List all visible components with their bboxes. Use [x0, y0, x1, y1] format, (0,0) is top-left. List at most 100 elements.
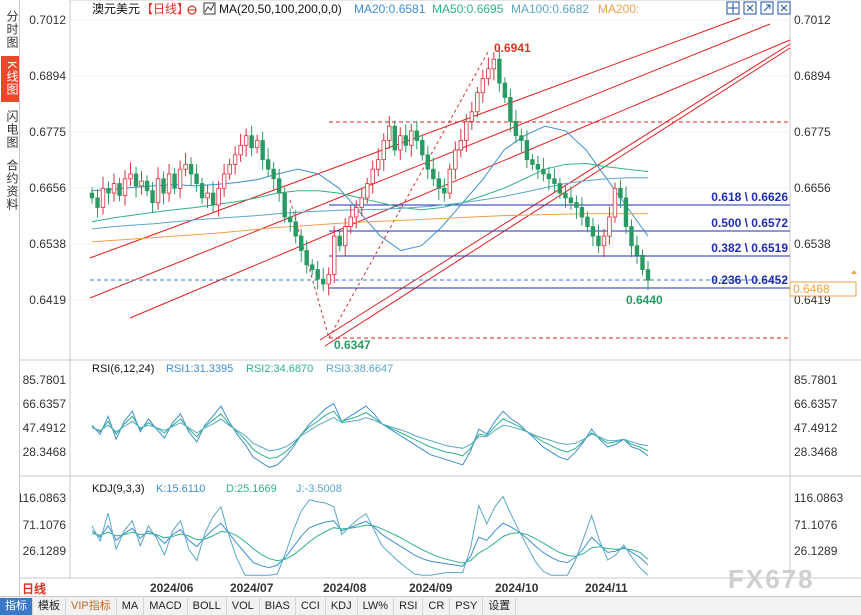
sidebar-tab-flash[interactable]: 闪电图 [5, 109, 19, 149]
toolbar-button-ma[interactable]: MA [117, 597, 145, 615]
toolbar-button-bias[interactable]: BIAS [260, 597, 296, 615]
ma20-value: MA20:0.6581 [354, 2, 426, 16]
toolbar-button-cci[interactable]: CCI [296, 597, 326, 615]
ma-toggle-icon[interactable] [203, 2, 216, 15]
chart-header: 澳元美元 【日线】 MA(20,50,100,200,0,0) MA20:0.6… [92, 1, 791, 16]
kdj-lines-series-1 [91, 524, 649, 564]
kdj-lines [91, 495, 649, 576]
candle-body [276, 178, 282, 194]
candle-body [381, 140, 386, 161]
rsi-lines-series-0 [91, 402, 649, 468]
settings-icon[interactable] [187, 5, 197, 15]
candle-body [403, 135, 408, 146]
candle-body [623, 197, 629, 227]
candle-body [249, 135, 254, 149]
candle-body [447, 168, 453, 194]
candle-body [387, 125, 392, 141]
candle-body [541, 168, 546, 175]
candle-body [243, 135, 249, 146]
ma50-value: MA50:0.6695 [432, 2, 504, 16]
ma-line-ma200 [91, 213, 648, 243]
candle-body [398, 135, 403, 151]
last-price-tag: 0.6468 [789, 270, 857, 297]
y-tick-left: 0.6775 [29, 125, 66, 139]
sidebar-tab-kline[interactable]: K线图 [1, 56, 19, 102]
candle-body [265, 159, 271, 170]
toolbar-button-lw-[interactable]: LW% [358, 597, 395, 615]
candle-body [122, 178, 128, 196]
toolbar-button-vip-[interactable]: VIP指标 [66, 597, 117, 615]
rsi-tick: 66.6357 [23, 397, 67, 411]
candle-body [166, 173, 172, 194]
rsi-tick-right: 28.3468 [794, 445, 838, 459]
toolbar-button-cr[interactable]: CR [423, 597, 451, 615]
toolbar-button-kdj[interactable]: KDJ [326, 597, 358, 615]
crosshair-icon[interactable] [726, 1, 740, 15]
kdj-tick: 71.1076 [23, 518, 67, 532]
candle-body [590, 226, 596, 237]
candle-body [365, 183, 370, 199]
x-tick: 2024/08 [323, 581, 367, 595]
candle-body [557, 183, 563, 194]
toolbar-button--[interactable]: 设置 [483, 597, 517, 615]
ma-line-ma50 [91, 162, 649, 223]
toolbar-button-psy[interactable]: PSY [450, 597, 484, 615]
candle-body [607, 216, 612, 237]
kdj-k-value: K:15.6110 [156, 483, 205, 495]
candle-body [309, 264, 315, 271]
kdj-tick-right: 116.0863 [794, 491, 843, 505]
candle-body [106, 187, 111, 194]
moving-average-lines [91, 125, 649, 252]
toolbar-button--[interactable]: 指标 [0, 597, 33, 615]
candle-body [431, 168, 436, 180]
indicator-toolbar: 指标 模板 VIP指标 MA MACD BOLL VOL BIAS CCI KDJ LW% RSI CR… [0, 596, 861, 615]
candle-body [183, 164, 188, 170]
maximize-icon[interactable] [760, 1, 774, 15]
close-icon[interactable] [777, 1, 791, 15]
toolbar-button-vol[interactable]: VOL [227, 597, 260, 615]
kdj-title: KDJ(9,3,3) [92, 483, 145, 495]
toolbar-button-macd[interactable]: MACD [144, 597, 188, 615]
candle-body [359, 197, 364, 208]
sidebar-tab-timeshare[interactable]: 分时图 [5, 9, 19, 49]
candle-body [332, 235, 337, 275]
ma-line-ma100 [91, 177, 648, 230]
rsi-title: RSI(6,12,24) [92, 363, 154, 375]
candle-body [546, 173, 552, 180]
rsi-lines [91, 402, 649, 468]
candle-body [354, 207, 359, 218]
x-tick: 2024/06 [150, 581, 194, 595]
candle-body [271, 168, 276, 180]
restore-icon[interactable] [743, 1, 757, 15]
candle-body [139, 180, 144, 187]
y-tick-right: 0.6894 [794, 69, 831, 83]
candle-body [348, 216, 353, 227]
y-tick-right: 0.6775 [794, 125, 831, 139]
x-tick: 2024/07 [230, 581, 274, 595]
candle-body [232, 154, 238, 165]
chart-area[interactable]: 澳元美元 【日线】 MA(20,50,100,200,0,0) MA20:0.6… [20, 0, 861, 596]
candle-body [144, 180, 150, 192]
watermark: FX678 [728, 564, 815, 594]
candle-body [629, 226, 634, 247]
period-selector[interactable]: 日线 [22, 582, 47, 596]
toolbar-button-rsi[interactable]: RSI [394, 597, 424, 615]
candle-body [480, 77, 486, 94]
candle-body [177, 168, 183, 189]
grid-lines [70, 19, 790, 301]
rsi-tick: 85.7801 [23, 373, 67, 387]
candle-body [392, 125, 397, 151]
candle-body [260, 140, 265, 161]
y-tick-right: 0.6538 [794, 237, 831, 251]
candle-body [563, 192, 568, 199]
candle-body [188, 164, 194, 175]
candle-body [155, 178, 161, 204]
toolbar-button--[interactable]: 模板 [33, 597, 66, 615]
toolbar-button-boll[interactable]: BOLL [188, 597, 227, 615]
candle-body [524, 140, 530, 161]
x-tick: 2024/11 [585, 581, 628, 595]
candle-body [321, 278, 326, 285]
fibonacci-levels: 0.618 \ 0.6626 0.500 \ 0.6572 0.382 \ 0.… [90, 190, 790, 289]
sidebar-tab-contract-info[interactable]: 合约资料 [5, 159, 19, 211]
candle-body [194, 173, 199, 184]
